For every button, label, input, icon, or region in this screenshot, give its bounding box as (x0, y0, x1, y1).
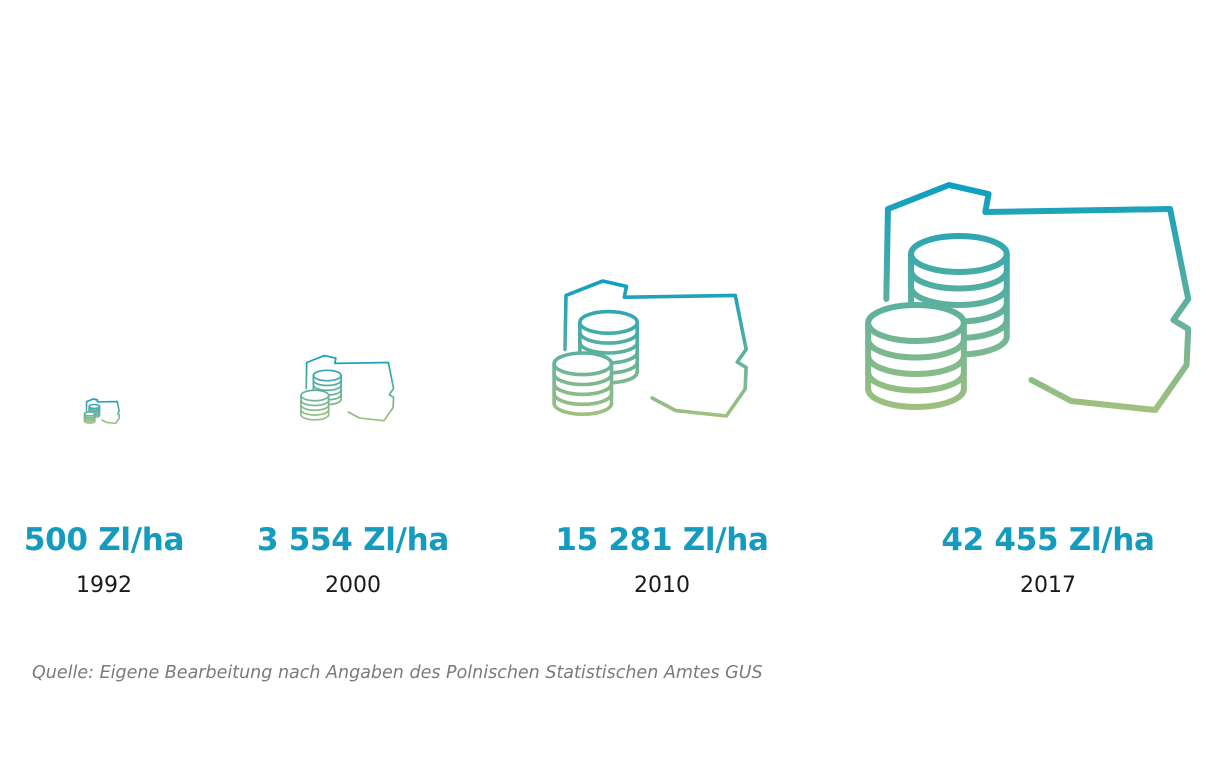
bar-2000 (300, 354, 395, 422)
category-label: 2017 (1020, 573, 1076, 598)
poland-map-icon (85, 398, 121, 425)
coin-stack-icon (865, 302, 967, 410)
coin-stack-icon (83, 411, 96, 424)
bar-1992 (83, 398, 121, 425)
coin-stack-icon (300, 389, 330, 421)
source-note: Quelle: Eigene Bearbeitung nach Angaben … (32, 663, 763, 683)
chart-figure (83, 182, 1192, 425)
data-label: 3 554 Zl/ha (257, 522, 449, 558)
data-label: 500 Zl/ha (23, 522, 185, 558)
category-label: 2010 (634, 573, 690, 598)
poland-map-icon (305, 354, 395, 422)
bar-2010 (552, 279, 748, 418)
data-label: 42 455 Zl/ha (941, 522, 1155, 558)
category-label: 2000 (325, 573, 381, 598)
poland-map-icon (883, 182, 1192, 413)
category-label: 1992 (76, 573, 132, 598)
data-label: 15 281 Zl/ha (555, 522, 769, 558)
poland-map-icon (563, 279, 748, 418)
coin-stack-icon (552, 351, 614, 416)
bar-2017 (865, 182, 1192, 413)
